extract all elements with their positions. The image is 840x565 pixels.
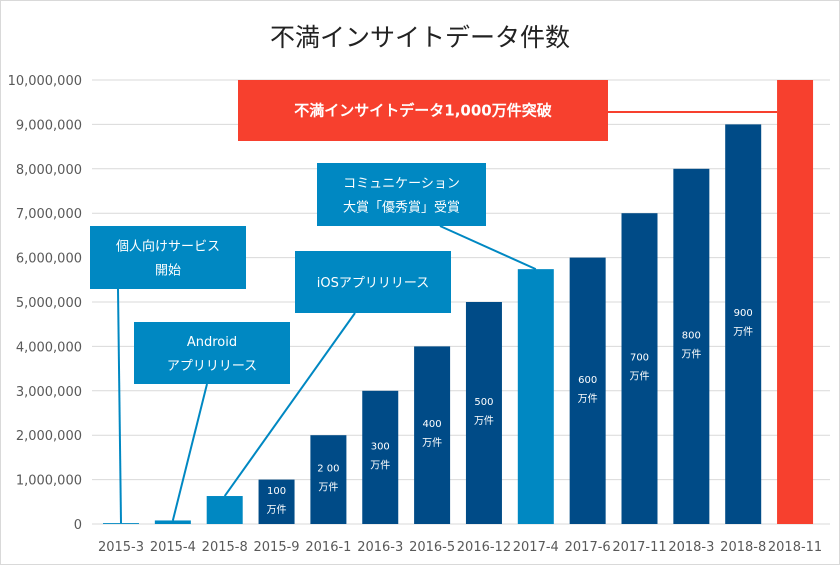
y-tick-label: 3,000,000 — [16, 385, 82, 400]
bar — [569, 257, 606, 524]
data-label: 400 — [423, 419, 442, 430]
data-label: 500 — [474, 397, 493, 408]
y-tick-label: 6,000,000 — [16, 252, 82, 267]
bar — [414, 346, 451, 524]
annotation-text: iOSアプリリリース — [317, 276, 429, 291]
bar — [777, 80, 814, 524]
y-tick-label: 10,000,000 — [8, 74, 82, 89]
bar — [673, 168, 710, 525]
annotation-connector — [439, 225, 537, 271]
y-tick-label: 4,000,000 — [16, 340, 82, 355]
data-label: 2 00 — [317, 464, 339, 475]
bar — [103, 523, 139, 524]
bar — [154, 520, 191, 524]
bar — [517, 269, 554, 524]
data-label: 800 — [682, 330, 701, 341]
bar — [362, 390, 399, 524]
bar — [206, 496, 243, 524]
annotation-connector — [117, 288, 122, 524]
x-tick-label: 2015-9 — [254, 540, 300, 555]
bar — [621, 213, 658, 524]
x-tick-label: 2017-11 — [612, 540, 666, 555]
annotation-text: 不満インサイトデータ1,000万件突破 — [294, 102, 551, 120]
data-label: 万件 — [733, 326, 753, 338]
x-tick-label: 2016-12 — [457, 540, 511, 555]
data-label: 万件 — [578, 393, 598, 405]
y-tick-label: 0 — [74, 518, 82, 533]
x-tick-label: 2015-4 — [150, 540, 196, 555]
x-tick-label: 2018-11 — [768, 540, 822, 555]
data-label: 万件 — [318, 482, 338, 494]
bar — [465, 302, 502, 524]
y-tick-label: 9,000,000 — [16, 118, 82, 133]
data-label: 700 — [630, 353, 649, 364]
annotation-text: Android — [187, 335, 237, 350]
chart-title: 不満インサイトデータ件数 — [270, 23, 570, 52]
data-label: 万件 — [370, 459, 390, 471]
data-label: 100 — [267, 486, 286, 497]
annotation-text: コミュニケーション — [343, 177, 460, 192]
annotation-connector — [171, 383, 208, 521]
data-label: 万件 — [267, 504, 287, 516]
x-tick-label: 2016-1 — [305, 540, 351, 555]
x-tick-label: 2018-3 — [668, 540, 714, 555]
y-tick-label: 1,000,000 — [16, 474, 82, 489]
x-tick-label: 2018-8 — [720, 540, 766, 555]
annotation-box — [295, 251, 451, 313]
x-tick-label: 2016-5 — [409, 540, 455, 555]
y-tick-label: 5,000,000 — [16, 296, 82, 311]
data-label: 300 — [371, 441, 390, 452]
annotation-box — [134, 322, 290, 384]
data-label: 900 — [734, 308, 753, 319]
bar — [258, 479, 295, 524]
data-label: 万件 — [422, 437, 442, 449]
y-tick-label: 2,000,000 — [16, 429, 82, 444]
x-tick-label: 2015-3 — [98, 540, 144, 555]
data-label: 万件 — [681, 348, 701, 360]
annotation-text: 開始 — [155, 264, 181, 279]
annotation-text: 大賞「優秀賞」受賞 — [343, 201, 460, 216]
x-tick-label: 2016-3 — [357, 540, 403, 555]
x-tick-label: 2017-6 — [565, 540, 611, 555]
data-label: 600 — [578, 375, 597, 386]
y-tick-label: 8,000,000 — [16, 163, 82, 178]
x-tick-label: 2015-8 — [202, 540, 248, 555]
data-label: 万件 — [474, 415, 494, 427]
data-label: 万件 — [630, 371, 650, 383]
annotation-text: 個人向けサービス — [116, 239, 220, 255]
annotation-box — [317, 163, 486, 226]
bar — [310, 435, 347, 524]
annotation-text: アプリリリース — [167, 359, 257, 374]
annotation-box — [238, 80, 608, 141]
annotation-box — [90, 226, 246, 289]
y-tick-label: 7,000,000 — [16, 207, 82, 222]
x-tick-label: 2017-4 — [513, 540, 559, 555]
bar — [725, 124, 762, 525]
annotation-connector — [223, 312, 356, 497]
